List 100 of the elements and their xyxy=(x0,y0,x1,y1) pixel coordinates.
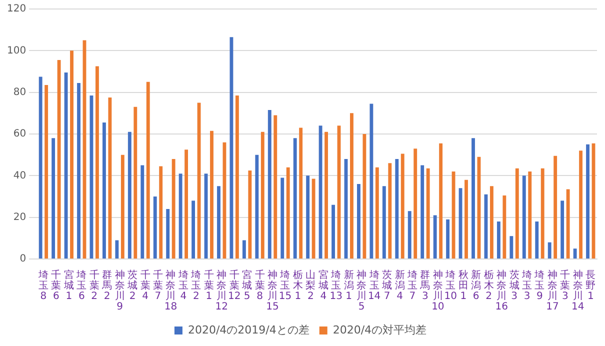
bar xyxy=(464,180,468,258)
bar xyxy=(134,106,138,258)
x-tick-label: 埼玉7 xyxy=(406,268,418,302)
legend-label: 2020/4の2019/4との差 xyxy=(188,323,310,336)
x-tick-label: 埼玉13 xyxy=(330,268,342,302)
x-tick-label: 埼玉4 xyxy=(177,268,188,302)
bar xyxy=(280,178,284,258)
x-tick-label: 群馬3 xyxy=(419,268,430,302)
y-tick-label: 120 xyxy=(6,4,26,15)
x-tick-label: 千葉7 xyxy=(152,268,163,302)
x-tick-label: 埼玉9 xyxy=(534,268,545,302)
bar xyxy=(370,104,374,258)
x-tick-label: 神奈川16 xyxy=(495,268,508,312)
bar xyxy=(318,126,322,258)
bar xyxy=(293,138,297,258)
y-tick-label: 80 xyxy=(13,86,26,98)
bar xyxy=(248,170,252,258)
bar xyxy=(324,132,328,258)
bar xyxy=(375,167,379,258)
bar xyxy=(146,82,150,258)
x-tick-label: 神奈川15 xyxy=(266,268,279,312)
x-tick-label: 埼玉14 xyxy=(368,268,381,302)
x-tick-label: 神奈川9 xyxy=(114,268,125,312)
bar xyxy=(522,176,526,258)
bar xyxy=(408,211,412,258)
x-tick-label: 千葉4 xyxy=(140,268,150,302)
x-tick-label: 茨城2 xyxy=(126,268,138,302)
bar xyxy=(560,200,564,258)
bar xyxy=(95,66,99,258)
bar xyxy=(268,110,272,258)
x-tick-label: 宮城4 xyxy=(317,268,328,302)
x-tick-label: 神奈川14 xyxy=(572,268,584,312)
x-tick-label: 千葉3 xyxy=(560,268,570,302)
bar xyxy=(57,60,61,258)
bar xyxy=(44,85,48,258)
bar xyxy=(159,166,163,258)
bar xyxy=(306,176,310,258)
y-tick-label: 100 xyxy=(6,45,26,56)
x-tick-label: 埼玉8 xyxy=(37,268,48,302)
bar xyxy=(128,132,132,258)
x-tick-label: 秋田1 xyxy=(458,268,468,302)
bar xyxy=(166,209,170,258)
x-tick-label: 茨城3 xyxy=(508,268,520,302)
bar xyxy=(255,154,259,258)
bar xyxy=(414,148,418,258)
bar xyxy=(210,130,214,258)
x-tick-label: 栃木1 xyxy=(292,268,303,302)
bar xyxy=(108,98,112,258)
bar xyxy=(388,163,392,258)
x-tick-label: 茨城7 xyxy=(381,268,392,302)
x-tick-label: 千葉6 xyxy=(51,268,62,302)
bar xyxy=(274,115,278,258)
bar xyxy=(192,200,196,258)
bar xyxy=(70,50,74,258)
x-tick-label: 埼玉15 xyxy=(278,268,292,302)
x-tick-label: 栃木2 xyxy=(484,268,494,302)
x-tick-label: 埼玉2 xyxy=(190,268,202,302)
x-tick-label: 千葉8 xyxy=(254,268,265,302)
x-tick-label: 新潟6 xyxy=(471,268,482,302)
bar xyxy=(426,168,430,258)
x-tick-label: 神奈川10 xyxy=(432,268,444,312)
bar xyxy=(172,159,176,258)
y-tick-label: 20 xyxy=(13,212,26,223)
x-tick-label: 神奈川17 xyxy=(546,268,559,312)
bar xyxy=(140,165,144,258)
x-tick-label: 埼玉6 xyxy=(76,268,87,302)
bar xyxy=(446,219,450,258)
bar xyxy=(64,72,68,258)
y-tick-label: 60 xyxy=(13,128,26,140)
bar xyxy=(332,204,335,258)
bar xyxy=(573,248,577,258)
bar xyxy=(566,189,570,258)
x-tick-label: 神奈川12 xyxy=(215,268,228,312)
y-tick-label: 40 xyxy=(13,170,26,182)
x-tick-label: 新潟1 xyxy=(344,268,354,302)
bar xyxy=(77,82,80,258)
bar xyxy=(52,138,56,258)
bar xyxy=(260,132,264,258)
bar xyxy=(242,240,246,258)
bar xyxy=(515,168,519,258)
x-tick-label: 千葉12 xyxy=(228,268,241,302)
bar xyxy=(222,142,226,258)
bar xyxy=(230,37,234,258)
x-tick-label: 宮城5 xyxy=(241,268,252,302)
bar xyxy=(528,172,532,258)
bar xyxy=(490,186,494,258)
bar xyxy=(496,222,500,258)
bar xyxy=(586,144,590,258)
x-tick-label: 山梨2 xyxy=(306,268,316,302)
bar xyxy=(502,195,506,258)
bar xyxy=(38,76,42,258)
bar xyxy=(554,156,558,258)
bar xyxy=(102,122,106,258)
bar xyxy=(433,215,437,258)
bar xyxy=(382,186,386,258)
x-tick-label: 神奈川18 xyxy=(164,268,178,312)
x-tick-label: 群馬2 xyxy=(101,268,112,302)
bar xyxy=(400,154,404,258)
bar xyxy=(153,196,157,258)
bar xyxy=(178,174,182,258)
